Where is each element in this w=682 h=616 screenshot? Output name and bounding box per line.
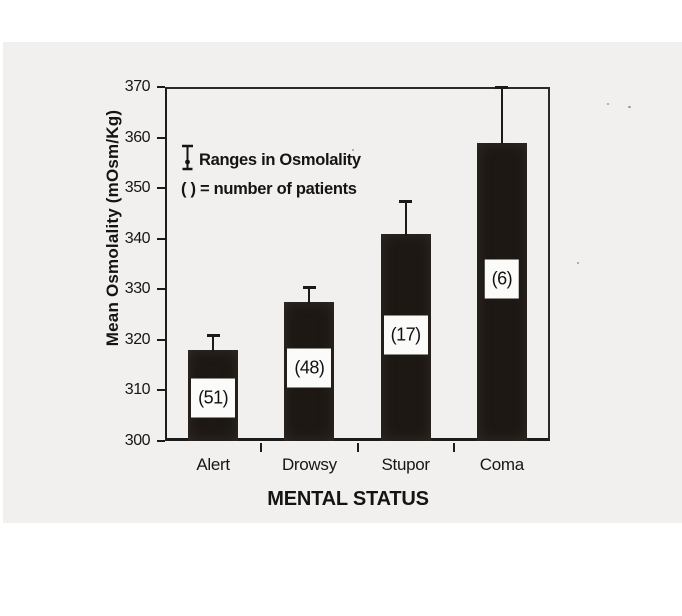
y-tick-label: 300 [124, 432, 151, 449]
y-tick [157, 288, 165, 291]
plot-area [165, 87, 550, 441]
patient-count-label: (6) [484, 259, 520, 299]
error-bar-stem [308, 286, 311, 304]
y-tick [157, 440, 165, 442]
y-tick-label: 330 [124, 280, 151, 298]
scan-speck [607, 103, 609, 105]
y-tick [157, 338, 165, 341]
category-label-coma: Coma [479, 455, 524, 474]
y-tick-label: 340 [124, 229, 151, 247]
scanned-paper-background [3, 42, 682, 523]
patient-count-label: (51) [191, 378, 236, 418]
y-tick-label: 310 [124, 381, 151, 399]
error-bar-cap [399, 199, 413, 203]
x-tick [356, 443, 359, 452]
legend-ranges-label: Ranges in Osmolality [199, 150, 361, 169]
error-bar-cap [206, 333, 220, 337]
y-tick-label: 360 [124, 128, 151, 146]
y-tick-label: 320 [124, 330, 151, 348]
patient-count-label: (48) [287, 348, 332, 388]
y-tick [157, 389, 165, 392]
x-tick [452, 443, 455, 452]
scan-speck [577, 262, 579, 264]
y-tick-label: 370 [124, 78, 151, 95]
y-tick [157, 86, 165, 88]
legend: Ranges in Osmolality ( ) = number of pat… [181, 144, 361, 199]
y-tick [157, 187, 165, 190]
error-bar-stem [212, 334, 215, 352]
category-label-drowsy: Drowsy [281, 455, 337, 474]
error-bar-icon [181, 144, 194, 176]
scan-speck [628, 106, 631, 108]
y-tick [157, 136, 165, 139]
legend-patients-label: ( ) = number of patients [181, 180, 357, 198]
scan-speck [352, 149, 354, 151]
error-bar-cap [495, 86, 509, 89]
x-tick [260, 443, 263, 452]
error-bar-stem [404, 200, 407, 236]
category-label-alert: Alert [196, 455, 230, 474]
error-bar-cap [302, 285, 316, 289]
y-tick [157, 237, 165, 240]
y-tick-label: 350 [124, 179, 151, 197]
x-axis-title: MENTAL STATUS [267, 488, 429, 510]
error-bar-stem [500, 87, 503, 145]
category-label-stupor: Stupor [381, 455, 430, 474]
patient-count-label: (17) [383, 315, 428, 355]
